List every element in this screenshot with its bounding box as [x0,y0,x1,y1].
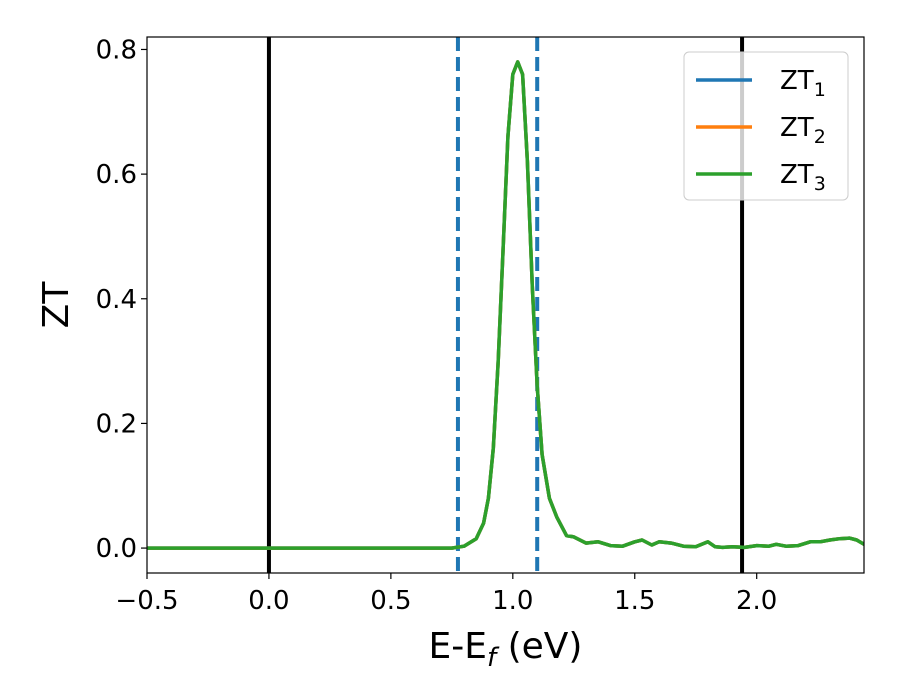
x-tick-label: −0.5 [115,586,178,616]
plot-area [266,37,745,573]
legend: ZT1 ZT2 ZT3 [683,51,849,201]
x-tick-label: 0.0 [248,586,289,616]
legend-label-zt1: ZT1 [780,66,826,101]
x-axis-title-unit: (eV) [496,626,582,667]
series-line-zt3 [147,60,864,550]
x-axis-ticks: −0.5 0.0 0.5 1.0 1.5 2.0 [115,573,777,616]
series-layer [147,60,864,550]
x-axis-title: E-Ef (eV) [429,626,583,673]
x-tick-label: 1.0 [492,586,533,616]
legend-box [683,51,849,201]
x-tick-label: 1.5 [614,586,655,616]
legend-label-zt3: ZT3 [780,160,826,195]
axes-frame [146,36,865,574]
y-tick-label: 0.0 [96,534,137,564]
y-tick-label: 0.4 [96,285,137,315]
x-tick-label: 2.0 [736,586,777,616]
y-tick-label: 0.6 [96,160,137,190]
y-axis-title: ZT [36,281,77,329]
y-tick-label: 0.2 [96,409,137,439]
y-axis-ticks: 0.0 0.2 0.4 0.6 0.8 [96,35,147,564]
x-axis-title-main: E-E [429,626,487,667]
y-tick-label: 0.8 [96,35,137,65]
x-tick-label: 0.5 [370,586,411,616]
legend-label-zt2: ZT2 [780,113,826,148]
